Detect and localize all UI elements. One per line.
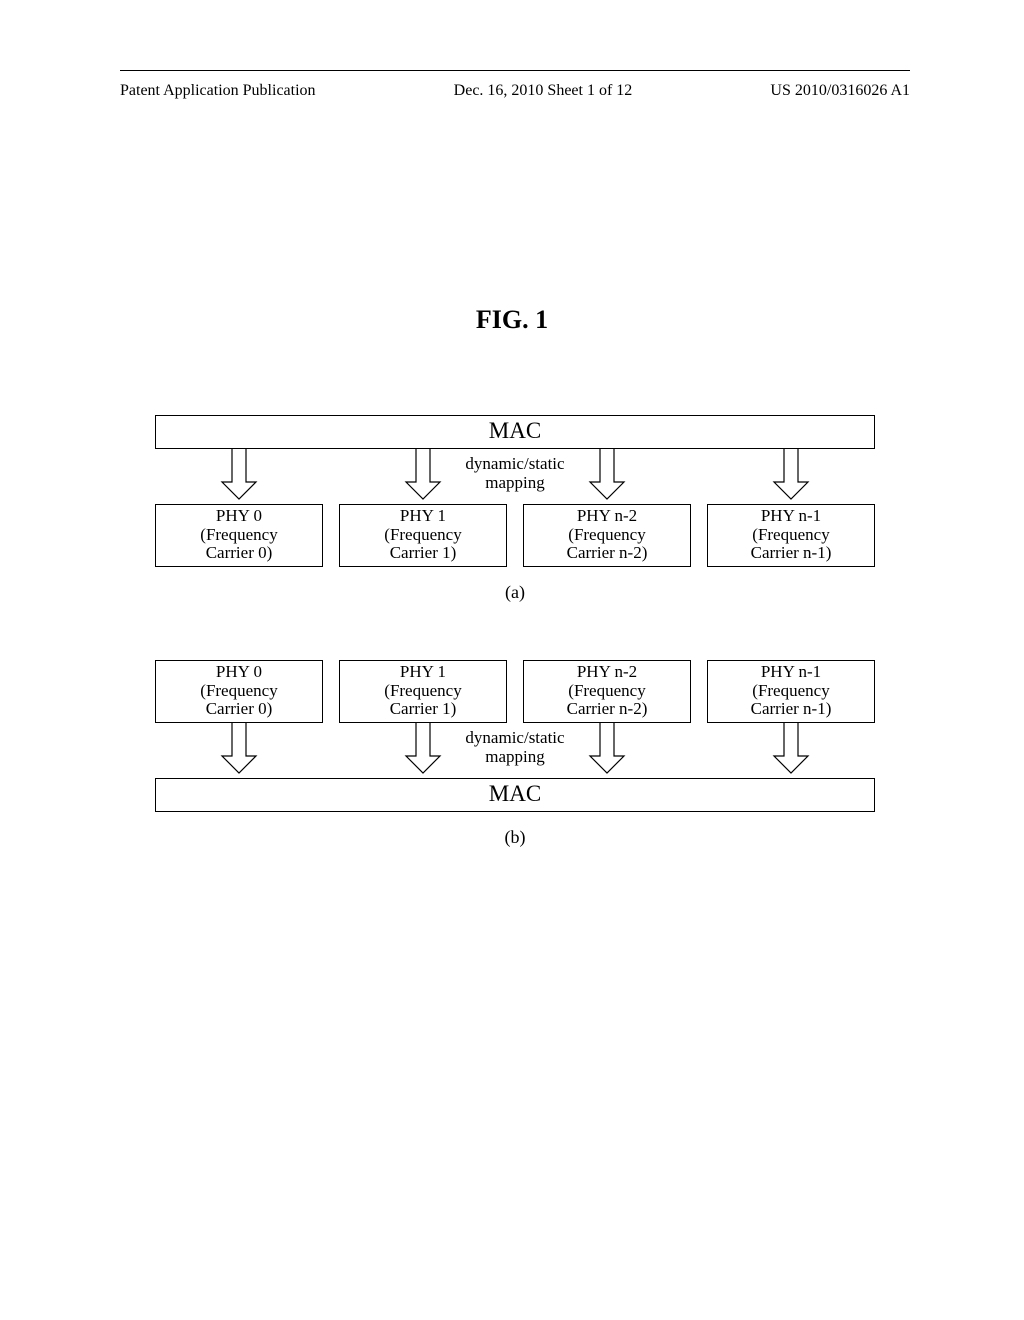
phy-freq1: (Frequency xyxy=(752,525,829,544)
phy-box-a-3: PHY n-1 (Frequency Carrier n-1) xyxy=(707,504,875,567)
arrow-down-icon xyxy=(770,449,812,501)
arrow-a-3 xyxy=(707,449,875,501)
phy-freq2: Carrier 1) xyxy=(390,699,457,718)
phy-row-a: PHY 0 (Frequency Carrier 0) PHY 1 (Frequ… xyxy=(155,504,875,567)
phy-freq1: (Frequency xyxy=(568,681,645,700)
phy-freq2: Carrier 0) xyxy=(206,543,273,562)
phy-row-b: PHY 0 (Frequency Carrier 0) PHY 1 (Frequ… xyxy=(155,660,875,723)
phy-title: PHY n-2 xyxy=(577,506,637,525)
arrow-down-icon xyxy=(586,723,628,775)
phy-freq1: (Frequency xyxy=(752,681,829,700)
phy-box-b-2: PHY n-2 (Frequency Carrier n-2) xyxy=(523,660,691,723)
mac-box-a: MAC xyxy=(155,415,875,449)
phy-box-b-1: PHY 1 (Frequency Carrier 1) xyxy=(339,660,507,723)
arrow-b-3 xyxy=(707,723,875,775)
header-date-sheet: Dec. 16, 2010 Sheet 1 of 12 xyxy=(454,82,633,100)
phy-box-a-2: PHY n-2 (Frequency Carrier n-2) xyxy=(523,504,691,567)
arrow-a-0 xyxy=(155,449,323,501)
arrow-row-a: dynamic/static mapping xyxy=(155,449,875,504)
arrow-a-2 xyxy=(523,449,691,501)
phy-freq2: Carrier 0) xyxy=(206,699,273,718)
figure-title: FIG. 1 xyxy=(476,305,548,335)
phy-freq2: Carrier n-2) xyxy=(567,699,648,718)
phy-freq2: Carrier n-2) xyxy=(567,543,648,562)
arrow-down-icon xyxy=(218,723,260,775)
phy-freq1: (Frequency xyxy=(200,681,277,700)
diagram-b: PHY 0 (Frequency Carrier 0) PHY 1 (Frequ… xyxy=(155,660,875,848)
diagram-a: MAC dynamic/static mapping xyxy=(155,415,875,603)
phy-freq1: (Frequency xyxy=(384,681,461,700)
phy-freq2: Carrier n-1) xyxy=(751,699,832,718)
phy-box-a-1: PHY 1 (Frequency Carrier 1) xyxy=(339,504,507,567)
phy-title: PHY n-1 xyxy=(761,506,821,525)
phy-title: PHY n-2 xyxy=(577,662,637,681)
arrow-down-icon xyxy=(402,449,444,501)
phy-box-a-0: PHY 0 (Frequency Carrier 0) xyxy=(155,504,323,567)
arrow-row-b: dynamic/static mapping xyxy=(155,723,875,778)
arrow-down-icon xyxy=(218,449,260,501)
mac-box-b: MAC xyxy=(155,778,875,812)
phy-freq1: (Frequency xyxy=(568,525,645,544)
phy-freq1: (Frequency xyxy=(384,525,461,544)
header: Patent Application Publication Dec. 16, … xyxy=(120,82,910,100)
phy-title: PHY 1 xyxy=(400,506,446,525)
phy-freq2: Carrier n-1) xyxy=(751,543,832,562)
arrow-b-2 xyxy=(523,723,691,775)
sub-label-a: (a) xyxy=(155,582,875,603)
arrow-b-0 xyxy=(155,723,323,775)
phy-title: PHY 0 xyxy=(216,662,262,681)
arrow-down-icon xyxy=(402,723,444,775)
arrow-down-icon xyxy=(586,449,628,501)
phy-title: PHY n-1 xyxy=(761,662,821,681)
arrow-a-1 xyxy=(339,449,507,501)
phy-freq1: (Frequency xyxy=(200,525,277,544)
phy-box-b-0: PHY 0 (Frequency Carrier 0) xyxy=(155,660,323,723)
phy-box-b-3: PHY n-1 (Frequency Carrier n-1) xyxy=(707,660,875,723)
sub-label-b: (b) xyxy=(155,827,875,848)
arrow-b-1 xyxy=(339,723,507,775)
header-pub-number: US 2010/0316026 A1 xyxy=(770,82,910,100)
arrow-down-icon xyxy=(770,723,812,775)
phy-title: PHY 0 xyxy=(216,506,262,525)
phy-freq2: Carrier 1) xyxy=(390,543,457,562)
header-publication: Patent Application Publication xyxy=(120,82,316,100)
phy-title: PHY 1 xyxy=(400,662,446,681)
